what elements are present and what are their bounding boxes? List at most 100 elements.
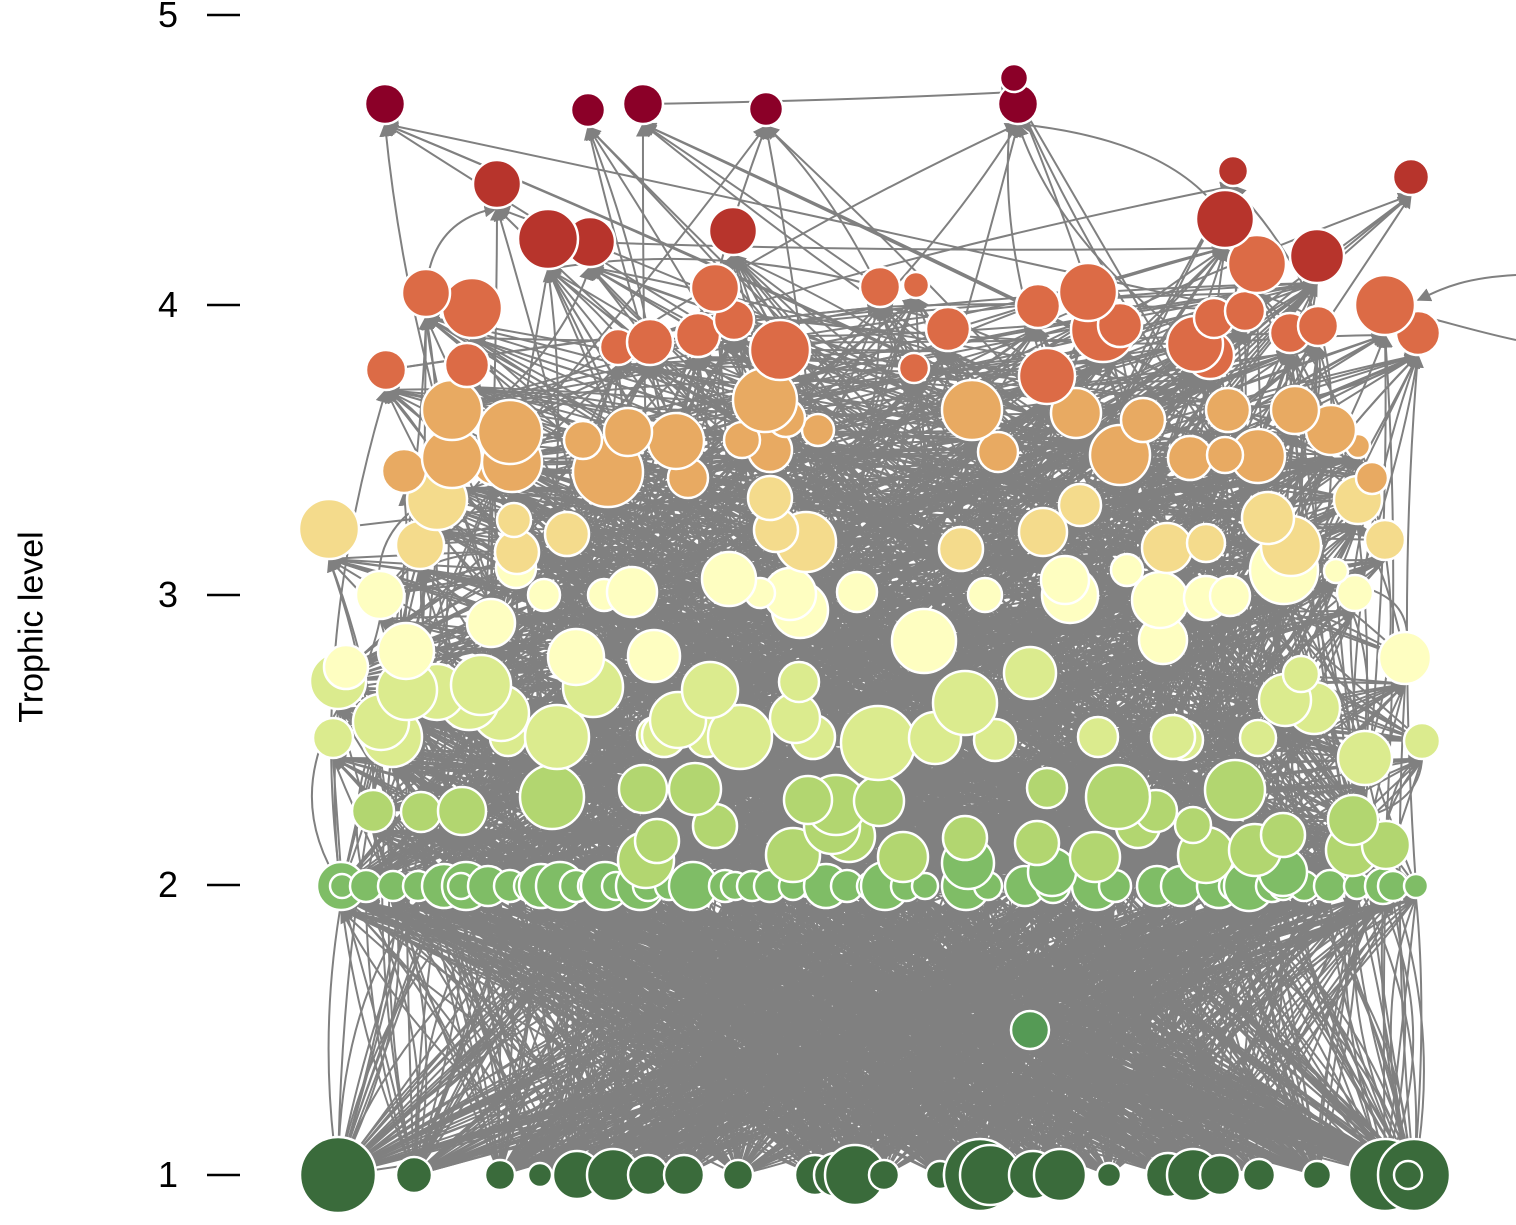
species-node <box>1084 763 1152 831</box>
species-node <box>1223 289 1267 333</box>
species-node <box>897 351 931 385</box>
species-node <box>1238 718 1278 758</box>
feeding-link <box>539 909 886 1176</box>
feeding-link <box>1382 903 1415 1176</box>
species-node <box>1173 805 1213 845</box>
species-node <box>890 607 958 675</box>
species-node <box>297 497 361 561</box>
species-node <box>1140 521 1194 575</box>
species-node <box>1057 261 1119 323</box>
feeding-link <box>683 901 771 1176</box>
species-node <box>924 305 972 353</box>
feeding-link <box>1079 457 1359 506</box>
species-node <box>707 205 759 257</box>
species-node <box>1095 1161 1123 1189</box>
species-node <box>1013 819 1061 867</box>
species-nodes <box>297 62 1452 1215</box>
feeding-link <box>1385 868 1425 1176</box>
feeding-link <box>460 898 969 1176</box>
feeding-link <box>499 812 644 1176</box>
feeding-link <box>413 752 656 1176</box>
species-node <box>626 628 682 684</box>
species-node <box>1014 282 1062 330</box>
species-node <box>350 788 396 834</box>
species-node <box>1149 713 1197 761</box>
feeding-link <box>1248 910 1409 1176</box>
species-node <box>546 627 606 687</box>
y-tick-label: 3 <box>158 574 178 615</box>
species-node <box>516 207 580 271</box>
species-node <box>1017 506 1069 558</box>
feeding-link <box>592 352 1291 688</box>
feeding-link <box>333 708 415 1176</box>
species-node <box>910 871 940 901</box>
feeding-link <box>337 909 467 1176</box>
species-node <box>1259 811 1307 859</box>
feeding-link <box>965 909 1318 1176</box>
feeding-link <box>1416 274 1516 302</box>
species-node <box>400 267 452 319</box>
species-node <box>1326 793 1380 847</box>
y-axis-label: Trophic level <box>12 531 51 723</box>
feeding-link <box>768 467 1406 659</box>
feeding-link <box>443 907 1169 1176</box>
feeding-link <box>1283 603 1423 742</box>
species-node <box>621 82 665 126</box>
species-node <box>625 317 675 367</box>
feeding-link <box>586 125 651 343</box>
feeding-link <box>330 388 390 887</box>
feeding-link <box>965 909 1415 1176</box>
species-node <box>700 550 758 608</box>
species-node <box>901 270 931 300</box>
species-node <box>1009 1009 1051 1051</box>
feeding-link <box>647 900 739 1176</box>
species-node <box>646 411 706 471</box>
species-node <box>483 1158 517 1192</box>
feeding-link <box>612 899 736 1176</box>
feeding-link <box>612 901 1331 1176</box>
feeding-link <box>964 859 1260 1176</box>
feeding-link <box>997 345 1319 453</box>
feeding-link <box>591 900 969 1176</box>
species-node <box>1336 729 1394 787</box>
feeding-link <box>528 900 1386 1176</box>
feeding-link <box>1172 582 1337 738</box>
feeding-link <box>916 898 969 1176</box>
species-node <box>1402 872 1430 900</box>
feeding-link <box>443 907 1034 1176</box>
species-node <box>1216 154 1250 188</box>
species-node <box>443 341 491 389</box>
species-node <box>1377 630 1433 686</box>
species-node <box>748 318 812 382</box>
feeding-link <box>1179 905 1415 1176</box>
feeding-link <box>924 898 1318 1176</box>
feeding-link <box>798 471 999 683</box>
species-node <box>1203 758 1267 822</box>
feeding-link <box>413 906 542 1176</box>
feeding-link <box>1176 904 1318 1176</box>
feeding-link <box>1032 903 1384 1176</box>
species-node <box>1241 1157 1277 1193</box>
species-node <box>1185 522 1227 564</box>
feeding-link <box>487 905 1221 1176</box>
y-tick-label: 5 <box>158 0 178 35</box>
species-node <box>476 398 544 466</box>
species-node <box>689 262 741 314</box>
species-node <box>1354 460 1390 496</box>
species-node <box>852 774 906 828</box>
feeding-link <box>337 901 848 1176</box>
feeding-link <box>1167 897 1417 1176</box>
species-node <box>777 660 821 704</box>
species-node <box>1208 574 1252 618</box>
species-node <box>380 447 428 495</box>
species-node <box>876 830 930 884</box>
species-node <box>363 82 407 126</box>
species-node <box>1335 573 1375 613</box>
feeding-link <box>649 364 1048 377</box>
feeding-link <box>392 900 885 1176</box>
species-node <box>376 621 436 681</box>
feeding-link <box>584 125 677 442</box>
species-node <box>1205 435 1245 475</box>
feeding-link <box>540 907 578 1176</box>
feeding-link <box>954 899 1034 1176</box>
